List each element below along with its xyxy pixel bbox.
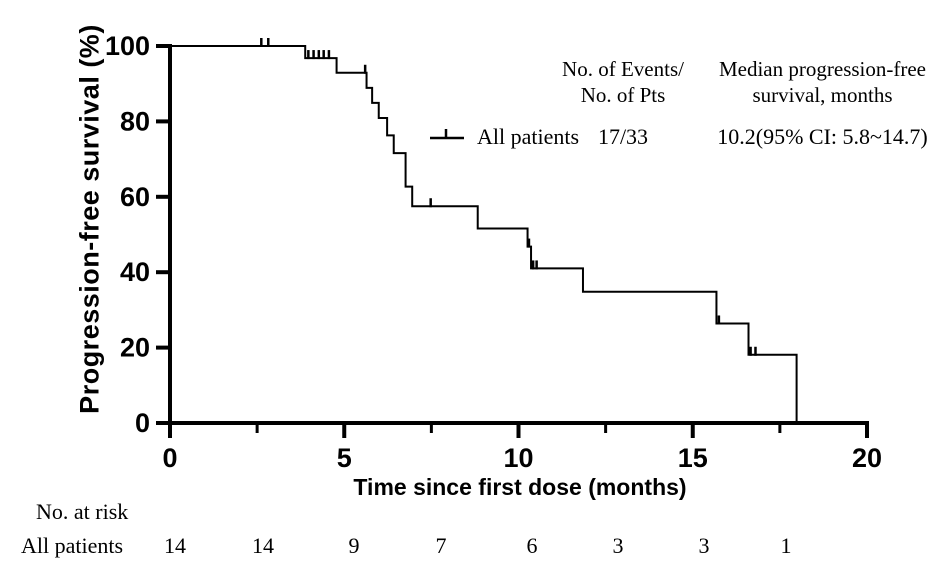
km-curve	[170, 45, 798, 423]
x-tick-label: 0	[162, 443, 177, 473]
x-tick-label: 15	[678, 443, 708, 473]
legend-header-median-line1: Median progression-free	[718, 57, 926, 81]
legend-median-value: 10.2(95% CI: 5.8~14.7)	[717, 124, 928, 149]
x-tick-label: 5	[337, 443, 352, 473]
y-axis-title: Progression-free survival (%)	[74, 24, 105, 414]
risk-value: 9	[348, 533, 360, 558]
y-tick-label: 100	[105, 31, 150, 61]
legend-header-events: No. of Events/ No. of Pts	[553, 56, 693, 108]
risk-value: 14	[164, 533, 186, 558]
risk-table-values: 14 14 9 7 6 3 3 1	[0, 533, 931, 563]
legend-series-label: All patients	[477, 124, 580, 149]
x-tick-label: 20	[852, 443, 882, 473]
risk-value: 3	[698, 533, 710, 558]
risk-value: 3	[612, 533, 624, 558]
x-tick-label: 10	[503, 443, 533, 473]
y-tick-label: 40	[120, 257, 150, 287]
legend-header-events-line1: No. of Events/	[562, 57, 684, 81]
y-tick-label: 0	[135, 408, 150, 438]
legend-events-value: 17/33	[597, 124, 649, 149]
risk-value: 6	[526, 533, 538, 558]
risk-table-title: No. at risk	[36, 499, 129, 524]
y-tick-label: 20	[120, 333, 150, 363]
y-tick-label: 80	[120, 106, 150, 136]
risk-table-row-label: All patients	[21, 533, 124, 558]
risk-value: 1	[780, 533, 792, 558]
legend-header-events-line2: No. of Pts	[580, 83, 666, 107]
risk-value: 7	[435, 533, 447, 558]
legend-header-median: Median progression-free survival, months	[700, 56, 931, 108]
y-tick-label: 60	[120, 182, 150, 212]
legend-header-median-line2: survival, months	[752, 83, 893, 107]
risk-value: 14	[252, 533, 274, 558]
x-axis-title: Time since first dose (months)	[353, 474, 687, 500]
